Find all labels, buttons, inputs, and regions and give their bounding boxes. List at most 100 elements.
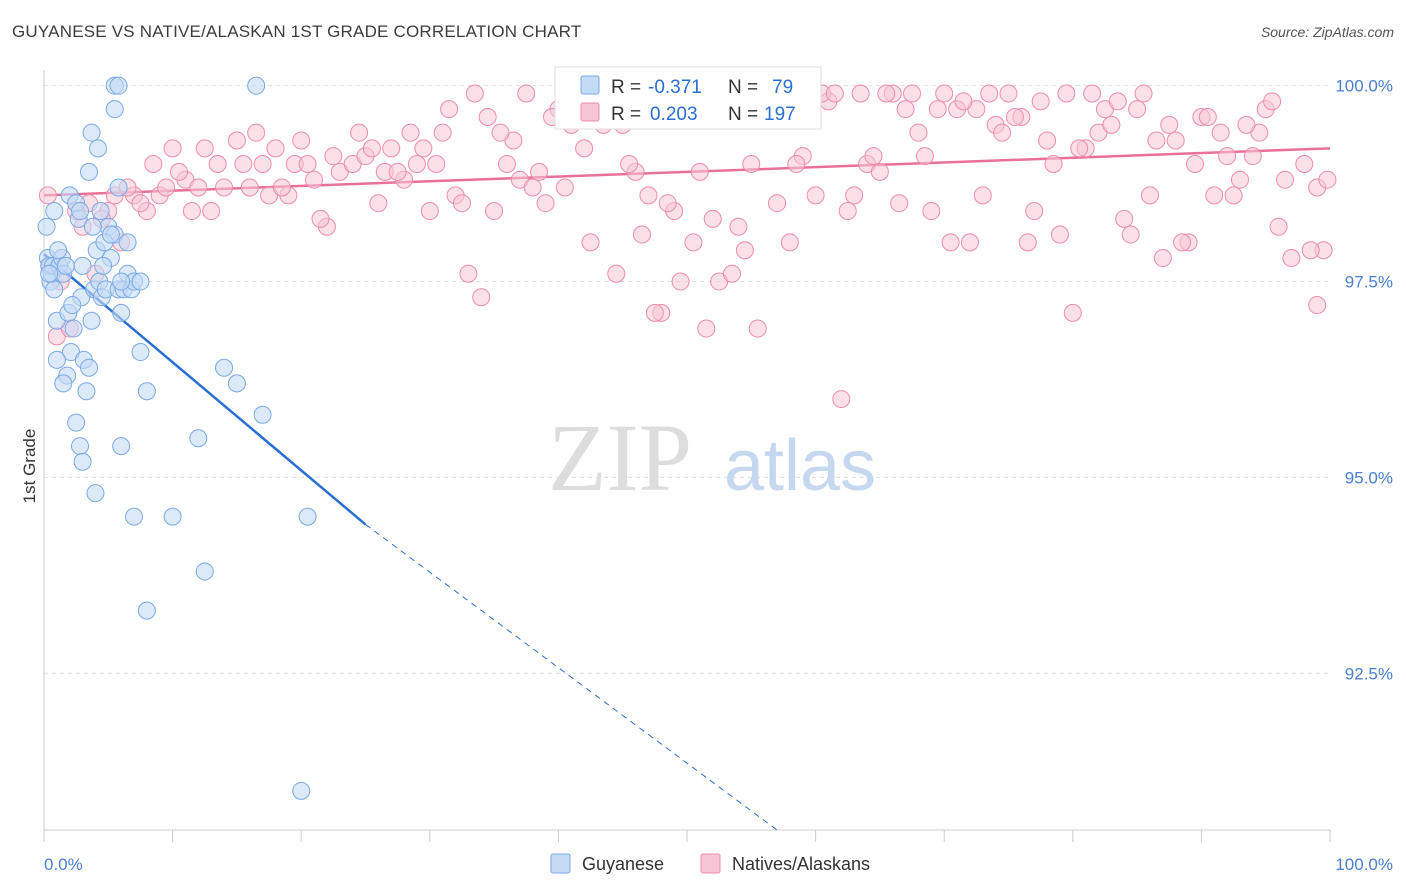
guyanese-point <box>37 217 56 236</box>
guyanese-point <box>80 358 99 377</box>
native-alaskan-point <box>851 84 870 103</box>
native-alaskan-point <box>407 155 426 174</box>
native-alaskan-point <box>980 84 999 103</box>
native-alaskan-point <box>1185 155 1204 174</box>
guyanese-point <box>94 256 113 275</box>
native-alaskan-point <box>240 178 259 197</box>
stats-legend: R = -0.371 N = 79 R = 0.203 N = 197 <box>554 66 822 130</box>
guyanese-point <box>77 382 96 401</box>
native-alaskan-point <box>1121 225 1140 244</box>
native-alaskan-point <box>935 84 954 103</box>
native-alaskan-point <box>1218 147 1237 166</box>
guyanese-points <box>37 76 317 800</box>
legend-guyanese-swatch[interactable] <box>550 853 571 874</box>
native-alaskan-point <box>690 162 709 181</box>
native-alaskan-point <box>703 209 722 228</box>
native-alaskan-point <box>999 84 1018 103</box>
y-tick-label: 92.5% <box>1345 664 1393 683</box>
native-alaskan-point <box>742 155 761 174</box>
native-alaskan-point <box>1140 186 1159 205</box>
legend-guyanese-label[interactable]: Guyanese <box>582 854 664 874</box>
guyanese-point <box>54 374 73 393</box>
native-alaskan-point <box>195 139 214 158</box>
native-alaskan-point <box>877 84 896 103</box>
native-alaskan-point <box>1128 100 1147 119</box>
native-alaskan-point <box>1044 155 1063 174</box>
native-alaskan-point <box>189 178 208 197</box>
native-alaskan-point <box>414 139 433 158</box>
native-alaskan-point <box>459 264 478 283</box>
legend-natives-label[interactable]: Natives/Alaskans <box>732 854 870 874</box>
y-tick-labels: 92.5% 95.0% 97.5% 100.0% <box>1335 77 1393 684</box>
native-alaskan-point <box>896 100 915 119</box>
native-alaskan-point <box>658 194 677 213</box>
native-alaskan-point <box>1083 84 1102 103</box>
x-tick-label: 0.0% <box>44 855 83 874</box>
native-alaskan-point <box>401 123 420 142</box>
native-alaskan-point <box>298 155 317 174</box>
native-alaskan-point <box>639 186 658 205</box>
native-alaskan-point <box>272 178 291 197</box>
native-alaskan-point <box>729 217 748 236</box>
native-alaskan-point <box>324 147 343 166</box>
watermark-zip: ZIP <box>548 404 692 511</box>
watermark-atlas: atlas <box>724 426 876 506</box>
guyanese-point <box>118 233 137 252</box>
native-alaskan-point <box>144 155 163 174</box>
native-alaskan-point <box>1063 303 1082 322</box>
x-tick-label: 100.0% <box>1335 855 1393 874</box>
native-alaskan-point <box>362 139 381 158</box>
stats-r-label-pink: R = <box>611 104 641 125</box>
native-alaskan-point <box>1134 84 1153 103</box>
native-alaskan-point <box>497 155 516 174</box>
native-alaskan-point <box>1301 241 1320 260</box>
native-alaskan-point <box>723 264 742 283</box>
native-alaskan-point <box>684 233 703 252</box>
guyanese-point <box>86 484 105 503</box>
native-alaskan-point <box>420 202 439 221</box>
native-alaskan-point <box>620 155 639 174</box>
guyanese-point <box>101 225 120 244</box>
native-alaskan-point <box>1211 123 1230 142</box>
native-alaskan-point <box>369 194 388 213</box>
stats-n-value-pink: 197 <box>764 104 796 125</box>
native-alaskan-point <box>825 84 844 103</box>
guyanese-point <box>137 382 156 401</box>
native-alaskan-point <box>157 178 176 197</box>
native-alaskan-point <box>1263 92 1282 111</box>
guyanese-point <box>80 162 99 181</box>
native-alaskan-point <box>735 241 754 260</box>
native-alaskan-point <box>427 155 446 174</box>
native-alaskan-point <box>215 178 234 197</box>
native-alaskan-point <box>182 202 201 221</box>
native-alaskan-point <box>1070 139 1089 158</box>
native-alaskan-point <box>202 202 221 221</box>
native-alaskan-point <box>1147 131 1166 150</box>
chart-title: GUYANESE VS NATIVE/ALASKAN 1ST GRADE COR… <box>12 22 582 41</box>
native-alaskan-point <box>1108 92 1127 111</box>
native-alaskan-point <box>1057 84 1076 103</box>
guyanese-point <box>189 429 208 448</box>
native-alaskan-point <box>697 319 716 338</box>
watermark: ZIP atlas <box>548 404 876 511</box>
native-alaskan-point <box>433 123 452 142</box>
native-alaskan-point <box>530 162 549 181</box>
native-alaskan-point <box>1198 108 1217 127</box>
native-alaskan-point <box>954 92 973 111</box>
guyanese-point <box>253 405 272 424</box>
legend-natives-swatch[interactable] <box>700 853 721 874</box>
native-alaskan-point <box>523 178 542 197</box>
guyanese-point <box>131 343 150 362</box>
native-alaskan-point <box>536 194 555 213</box>
stats-legend-blue-swatch <box>580 75 600 95</box>
guyanese-point <box>63 296 82 315</box>
native-alaskan-trend-line <box>43 147 1331 197</box>
native-alaskan-point <box>1295 155 1314 174</box>
y-tick-label: 100.0% <box>1335 77 1393 96</box>
native-alaskan-point <box>748 319 767 338</box>
native-alaskan-point <box>915 147 934 166</box>
guyanese-point <box>247 76 266 95</box>
x-tick-labels: 0.0% 100.0% <box>44 855 1393 874</box>
guyanese-point <box>82 123 101 142</box>
